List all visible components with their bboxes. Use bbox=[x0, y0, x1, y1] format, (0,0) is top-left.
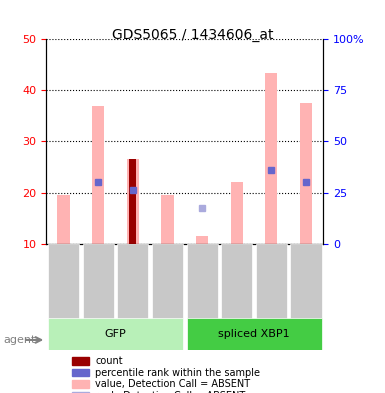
FancyBboxPatch shape bbox=[117, 244, 148, 322]
FancyBboxPatch shape bbox=[290, 244, 321, 322]
Bar bbox=[265, 72, 278, 244]
Bar bbox=[72, 369, 89, 376]
Text: GFP: GFP bbox=[105, 329, 126, 339]
Text: agent: agent bbox=[4, 335, 36, 345]
FancyBboxPatch shape bbox=[48, 244, 79, 322]
FancyBboxPatch shape bbox=[186, 244, 218, 322]
FancyBboxPatch shape bbox=[186, 318, 321, 350]
Bar bbox=[196, 236, 208, 244]
Bar bbox=[72, 380, 89, 388]
FancyBboxPatch shape bbox=[221, 244, 253, 322]
Bar bbox=[92, 106, 104, 244]
FancyBboxPatch shape bbox=[82, 244, 114, 322]
Bar bbox=[72, 357, 89, 365]
Text: rank, Detection Call = ABSENT: rank, Detection Call = ABSENT bbox=[95, 391, 246, 393]
Bar bbox=[129, 159, 136, 244]
FancyBboxPatch shape bbox=[256, 244, 287, 322]
Bar bbox=[161, 195, 174, 244]
Bar bbox=[300, 103, 312, 244]
Bar bbox=[231, 182, 243, 244]
Text: value, Detection Call = ABSENT: value, Detection Call = ABSENT bbox=[95, 379, 250, 389]
Bar bbox=[57, 195, 70, 244]
Text: spliced XBP1: spliced XBP1 bbox=[218, 329, 290, 339]
Bar bbox=[127, 159, 139, 244]
Text: percentile rank within the sample: percentile rank within the sample bbox=[95, 367, 260, 378]
Text: GDS5065 / 1434606_at: GDS5065 / 1434606_at bbox=[112, 28, 273, 42]
Bar bbox=[72, 392, 89, 393]
Text: count: count bbox=[95, 356, 123, 366]
FancyBboxPatch shape bbox=[48, 318, 183, 350]
FancyBboxPatch shape bbox=[152, 244, 183, 322]
